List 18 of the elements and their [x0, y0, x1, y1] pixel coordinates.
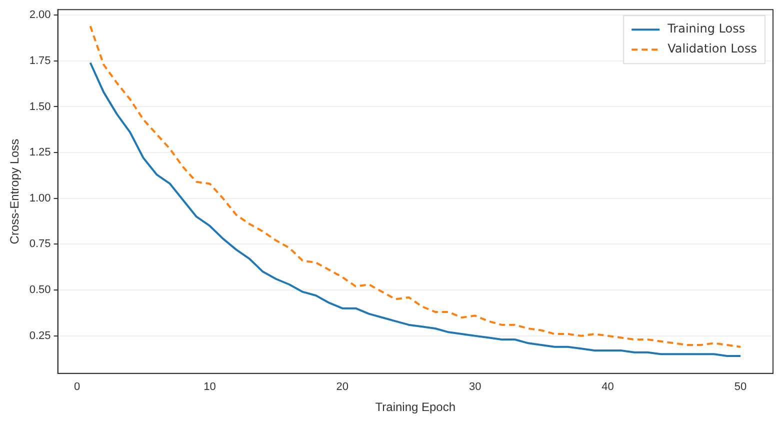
- legend-label: Training Loss: [666, 22, 746, 36]
- y-tick-label: 1.75: [29, 54, 51, 67]
- x-tick-label: 10: [204, 381, 216, 394]
- x-axis-title: Training Epoch: [375, 400, 456, 414]
- legend-label: Validation Loss: [668, 42, 757, 56]
- x-tick-label: 30: [468, 381, 482, 394]
- x-tick-label: 50: [734, 381, 747, 394]
- x-tick-label: 0: [74, 381, 80, 394]
- y-tick-label: 0.50: [29, 284, 51, 296]
- y-tick-label: 1.00: [29, 192, 51, 204]
- y-tick-label: 1.25: [29, 146, 51, 159]
- y-tick-label: 2.00: [29, 9, 51, 22]
- y-tick-label: 1.50: [29, 100, 51, 113]
- y-tick-label: 0.75: [29, 238, 51, 250]
- x-tick-label: 20: [336, 381, 349, 394]
- y-tick-label: 0.25: [29, 330, 51, 342]
- x-tick-label: 40: [602, 381, 614, 394]
- y-axis-title: Cross-Entropy Loss: [8, 138, 22, 244]
